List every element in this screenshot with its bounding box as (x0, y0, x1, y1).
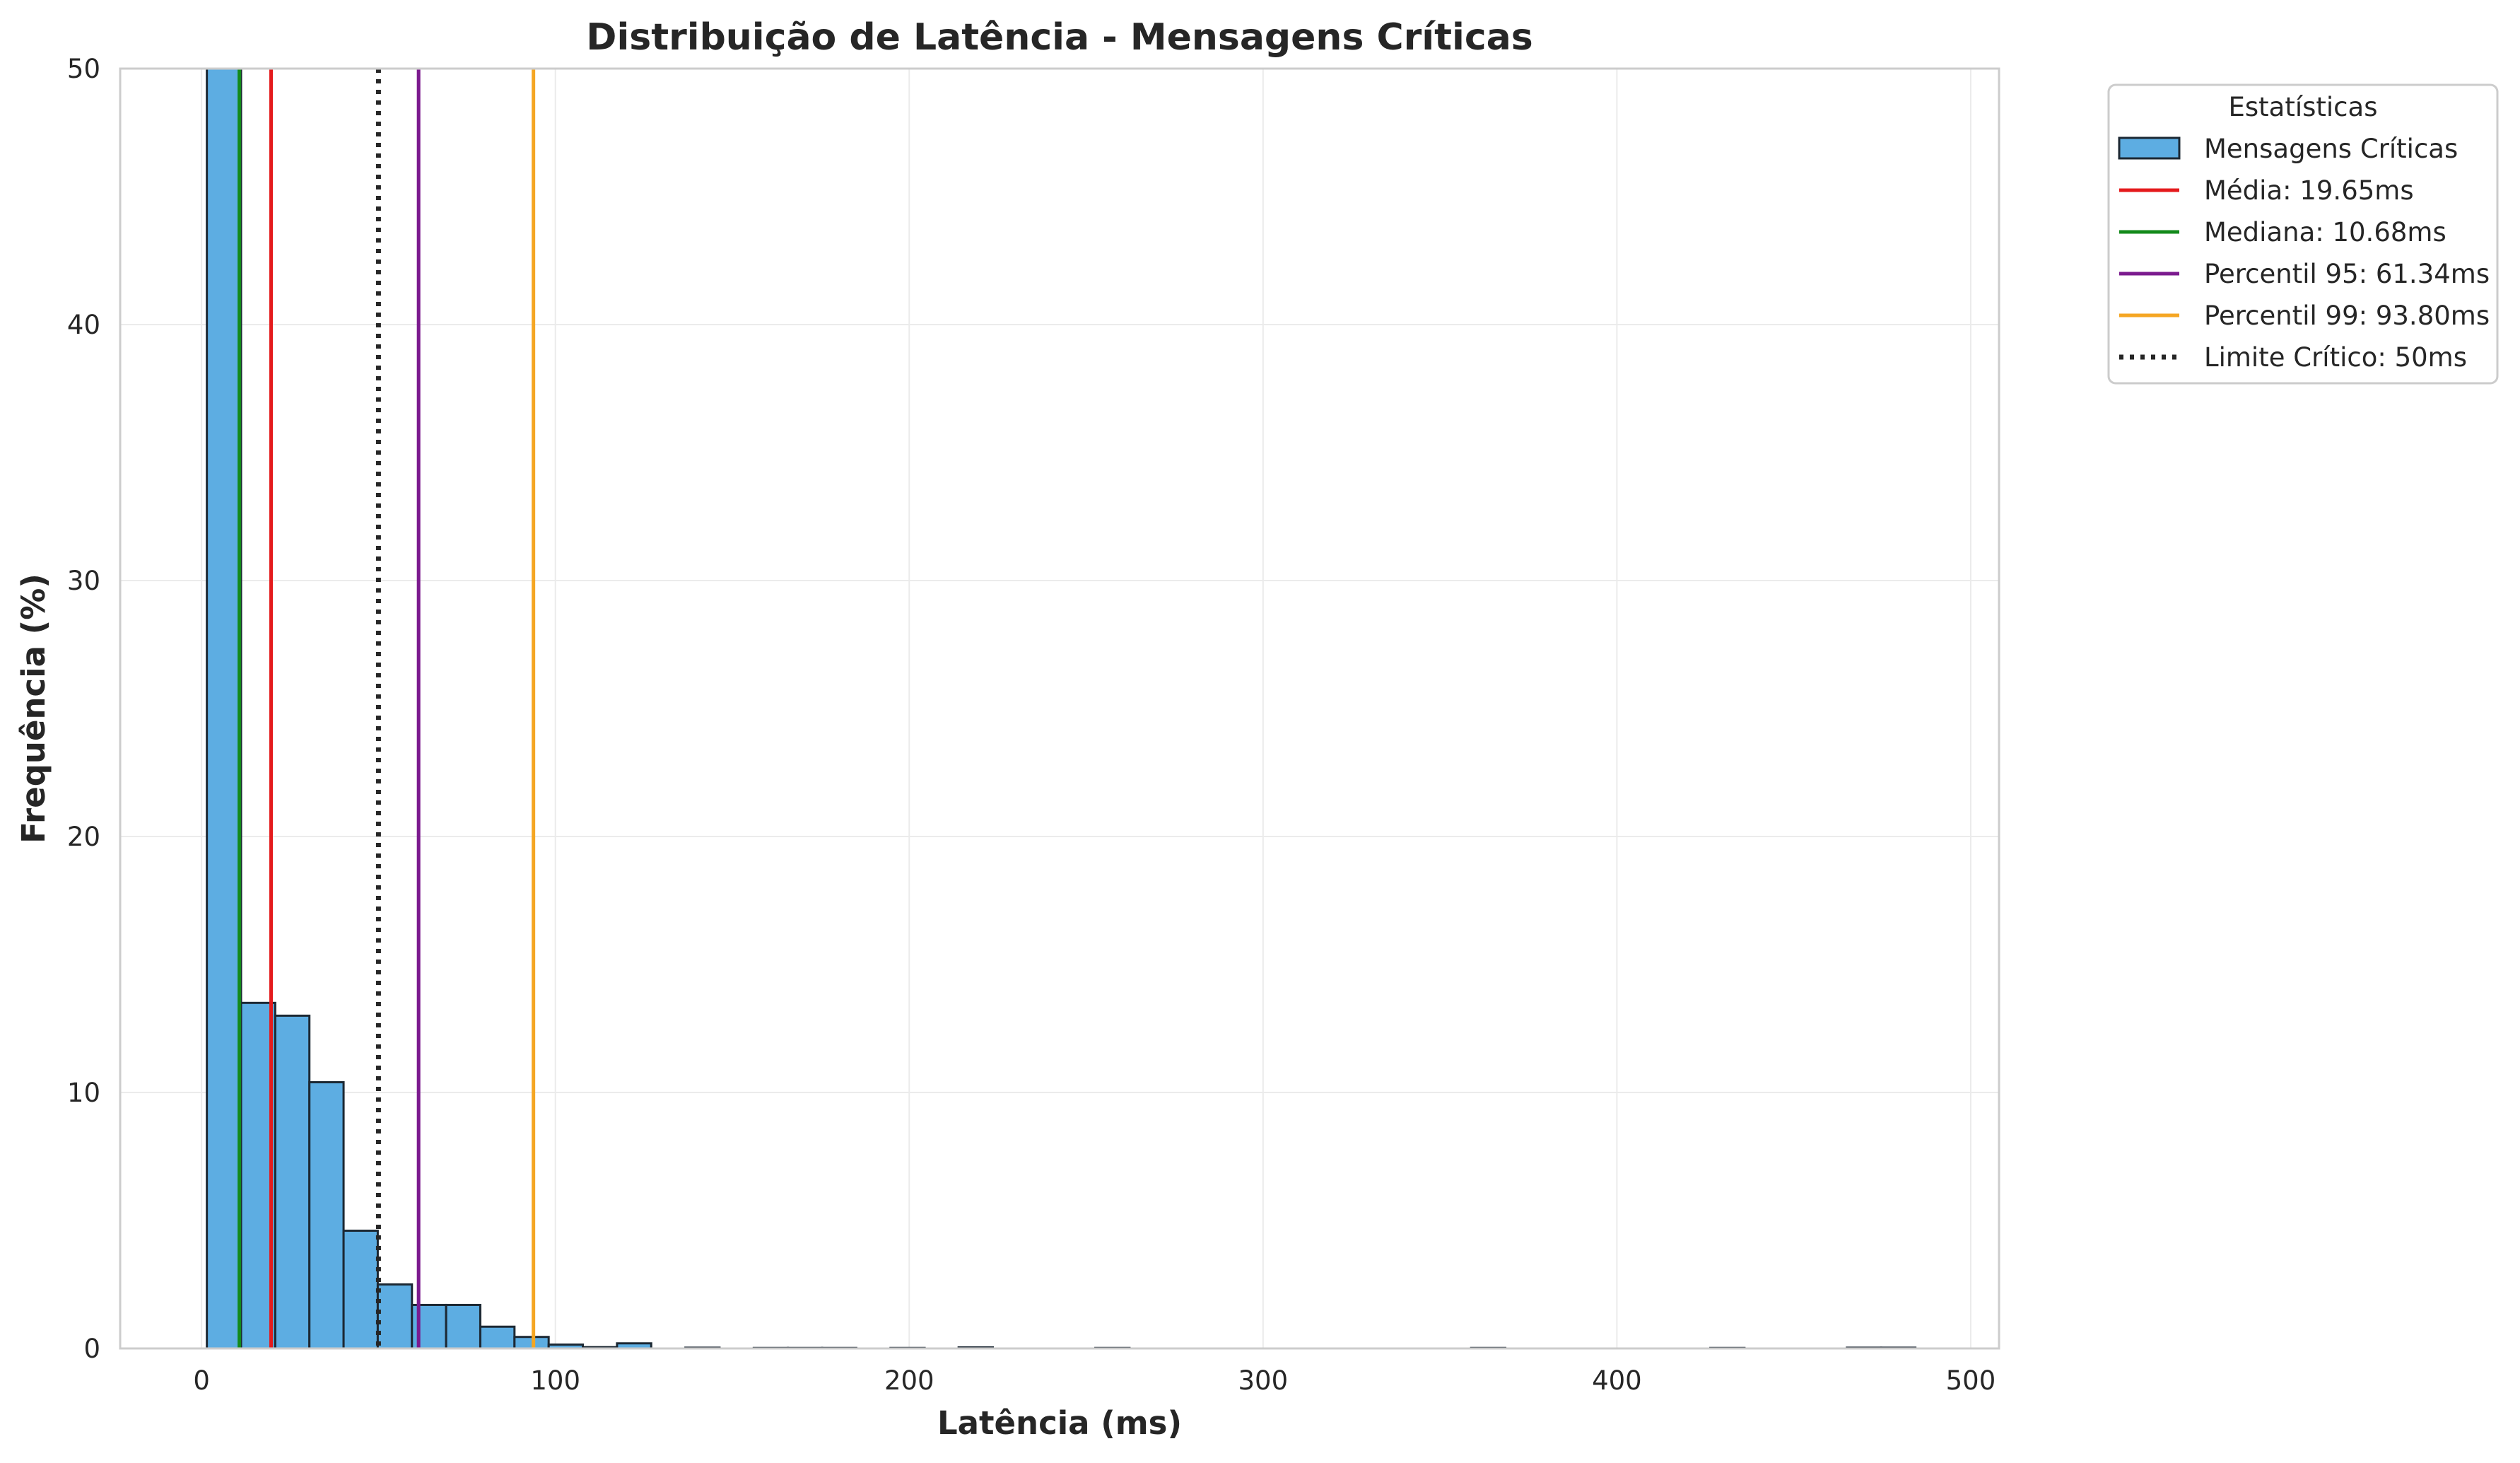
histogram-bar (206, 67, 242, 1350)
x-axis-label: Latência (ms) (937, 1404, 1182, 1442)
histogram-bar (445, 1303, 481, 1350)
legend-items: Mensagens Críticas Média: 19.65ms Mediana:… (2118, 134, 2490, 373)
x-tick-label: 400 (1592, 1365, 1642, 1396)
y-axis-ticks: 0 10 20 30 40 50 (67, 54, 100, 1364)
y-tick-label: 20 (67, 822, 100, 852)
x-axis-ticks: 0 100 200 300 400 500 (193, 1365, 1996, 1396)
y-axis-label: Frequência (%) (15, 573, 52, 844)
histogram-bar (342, 1229, 379, 1350)
legend-title: Estatísticas (2229, 92, 2378, 122)
histogram-bar (479, 1325, 516, 1350)
legend-label: Mensagens Críticas (2204, 134, 2458, 164)
x-tick-label: 0 (193, 1365, 210, 1396)
y-tick-label: 40 (67, 310, 100, 340)
grid-lines (120, 68, 1999, 1349)
plot-frame (119, 67, 2000, 1350)
histogram-bar (513, 1336, 550, 1350)
histogram-bar (274, 1014, 311, 1350)
legend-label: Mediana: 10.68ms (2204, 217, 2446, 247)
legend-box (2107, 83, 2499, 385)
y-tick-label: 30 (67, 566, 100, 596)
x-tick-label: 500 (1946, 1365, 1996, 1396)
x-tick-label: 200 (884, 1365, 934, 1396)
x-tick-label: 100 (530, 1365, 580, 1396)
histogram-bar (308, 1081, 345, 1350)
y-tick-label: 0 (83, 1334, 100, 1364)
y-tick-label: 10 (67, 1078, 100, 1108)
legend-label: Limite Crítico: 50ms (2204, 342, 2467, 373)
chart-title: Distribuição de Latência - Mensagens Crí… (586, 16, 1532, 59)
legend-label: Percentil 95: 61.34ms (2204, 259, 2490, 289)
legend: Estatísticas Mensagens Críticas Média: 19… (2107, 83, 2499, 385)
legend-label: Percentil 99: 93.80ms (2204, 301, 2490, 331)
legend-swatch (2118, 136, 2181, 160)
y-tick-label: 50 (67, 54, 100, 84)
x-tick-label: 300 (1238, 1365, 1289, 1396)
histogram-bar (376, 1283, 414, 1350)
statistic-lines (238, 69, 536, 1348)
legend-label: Média: 19.65ms (2204, 175, 2414, 206)
